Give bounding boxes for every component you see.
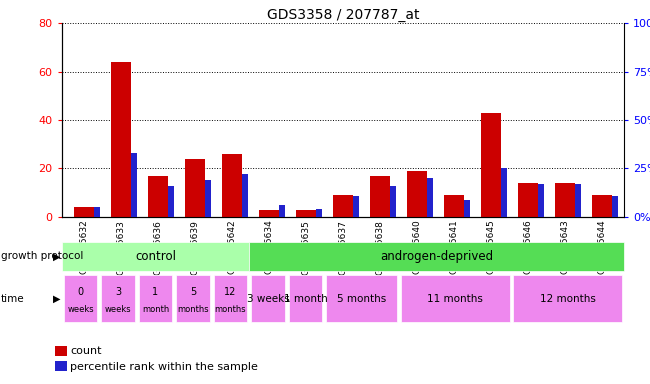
Bar <box>554 183 575 217</box>
Bar <box>390 186 396 217</box>
Bar <box>464 200 469 217</box>
Text: 0: 0 <box>77 287 84 297</box>
Text: month: month <box>142 305 169 314</box>
Bar <box>427 178 433 217</box>
Bar <box>517 183 538 217</box>
Bar <box>148 176 168 217</box>
Bar <box>316 209 322 217</box>
Bar <box>205 180 211 217</box>
Bar <box>501 169 506 217</box>
Bar <box>480 113 501 217</box>
Bar <box>296 210 316 217</box>
Bar <box>249 242 624 271</box>
Bar <box>73 207 94 217</box>
Text: 5 months: 5 months <box>337 293 386 304</box>
Text: growth protocol: growth protocol <box>1 251 83 262</box>
Text: androgen-deprived: androgen-deprived <box>380 250 493 263</box>
Bar <box>592 195 612 217</box>
Bar <box>279 205 285 217</box>
Bar <box>64 275 98 322</box>
Bar <box>333 195 353 217</box>
Bar <box>242 174 248 217</box>
Text: count: count <box>70 346 101 356</box>
Bar <box>401 275 510 322</box>
Text: weeks: weeks <box>67 305 94 314</box>
Text: months: months <box>214 305 246 314</box>
Text: time: time <box>1 293 24 304</box>
Bar <box>222 154 242 217</box>
Text: 5: 5 <box>190 287 196 297</box>
Text: 11 months: 11 months <box>428 293 483 304</box>
Bar <box>168 186 174 217</box>
Bar <box>251 275 285 322</box>
Text: percentile rank within the sample: percentile rank within the sample <box>70 362 258 372</box>
Bar <box>575 184 580 217</box>
Bar <box>538 184 543 217</box>
Bar <box>101 275 135 322</box>
Text: 12: 12 <box>224 287 237 297</box>
Bar <box>62 242 249 271</box>
Text: ▶: ▶ <box>53 293 61 304</box>
Bar <box>407 171 427 217</box>
Text: 3: 3 <box>115 287 121 297</box>
Bar <box>514 275 622 322</box>
Bar <box>444 195 464 217</box>
Text: ▶: ▶ <box>53 251 61 262</box>
Bar <box>612 195 618 217</box>
Bar <box>326 275 397 322</box>
Bar <box>214 275 247 322</box>
Bar <box>138 275 172 322</box>
Bar <box>94 207 99 217</box>
Text: 12 months: 12 months <box>540 293 595 304</box>
Text: weeks: weeks <box>105 305 131 314</box>
Bar <box>370 176 390 217</box>
Text: 1: 1 <box>152 287 159 297</box>
Bar <box>176 275 210 322</box>
Text: 3 weeks: 3 weeks <box>246 293 289 304</box>
Bar <box>185 159 205 217</box>
Title: GDS3358 / 207787_at: GDS3358 / 207787_at <box>266 8 419 22</box>
Text: control: control <box>135 250 176 263</box>
Bar <box>259 210 279 217</box>
Bar <box>289 275 322 322</box>
Text: 1 month: 1 month <box>283 293 327 304</box>
Bar <box>111 62 131 217</box>
Text: months: months <box>177 305 209 314</box>
Bar <box>131 153 136 217</box>
Bar <box>353 195 359 217</box>
